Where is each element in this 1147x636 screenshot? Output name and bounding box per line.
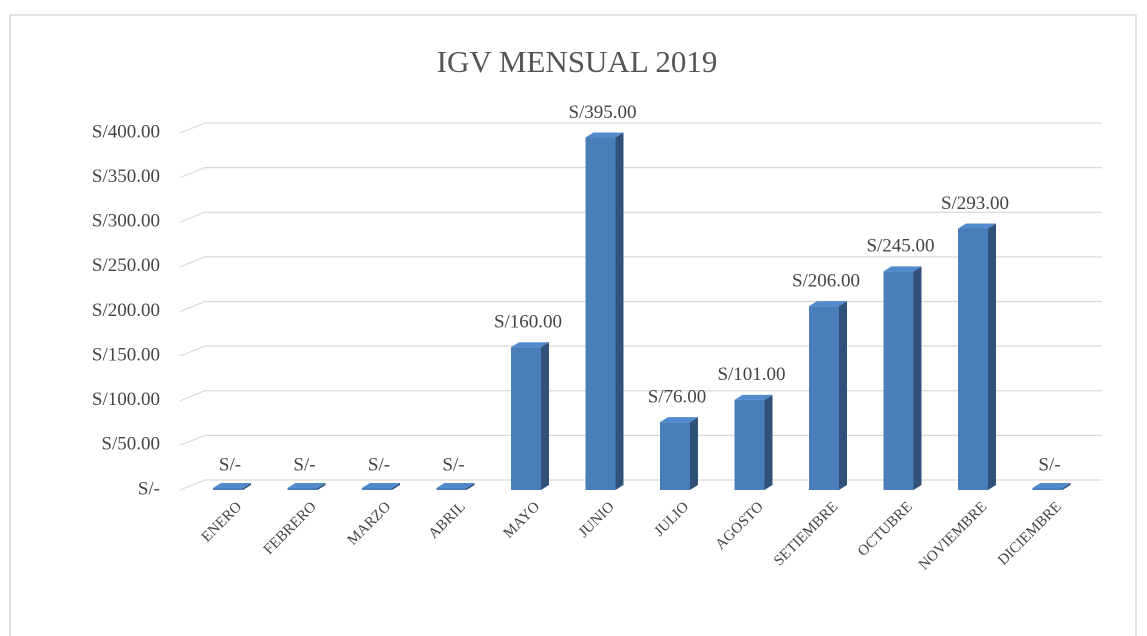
value-label: S/245.00 [866, 236, 934, 257]
y-tick-label: S/350.00 [92, 166, 160, 187]
value-label: S/- [219, 454, 241, 475]
value-label: S/- [1038, 454, 1060, 475]
y-tick-label: S/400.00 [92, 121, 160, 142]
grid-line [179, 122, 1102, 134]
bar-side [615, 132, 624, 490]
y-tick-label: S/100.00 [92, 389, 160, 410]
value-label: S/293.00 [941, 193, 1009, 214]
bar [585, 137, 616, 490]
value-label: S/101.00 [717, 364, 785, 385]
bar-side [392, 483, 400, 490]
bar-top [213, 483, 251, 488]
bar-side [690, 417, 698, 490]
grid-line [179, 434, 1102, 446]
y-tick-label: S/200.00 [92, 300, 160, 321]
bar-top [809, 301, 847, 307]
value-label: S/206.00 [792, 271, 860, 292]
bar [362, 488, 392, 490]
grid-line [179, 345, 1102, 357]
bar-top [362, 483, 400, 488]
bar-side [988, 223, 996, 490]
bar [660, 422, 690, 490]
bar-top [883, 266, 922, 272]
bar-top [287, 483, 326, 488]
value-label: S/- [442, 454, 464, 475]
bar [958, 228, 988, 490]
bar-side [317, 483, 326, 490]
grid-line [179, 300, 1102, 313]
grid-line [179, 167, 1102, 179]
y-tick-label: S/- [138, 478, 160, 499]
value-label: S/- [368, 454, 390, 475]
bar [213, 488, 243, 490]
bar-top [958, 223, 996, 229]
value-label: S/- [293, 454, 315, 475]
bar [1032, 488, 1063, 490]
grid-line [179, 256, 1102, 268]
bar-side [913, 266, 922, 490]
bar-side [466, 483, 475, 490]
value-label: S/395.00 [568, 102, 636, 123]
bar [734, 399, 765, 490]
bar [511, 347, 541, 490]
bar [809, 306, 839, 490]
bar [287, 488, 318, 490]
bar-side [243, 483, 251, 490]
bar [436, 488, 467, 490]
bar-side [1062, 483, 1071, 490]
grid-line [179, 211, 1102, 223]
bar-side [764, 394, 773, 490]
y-tick-label: S/300.00 [92, 211, 160, 232]
grid-line [179, 390, 1102, 402]
bar-top [585, 132, 624, 138]
bar-side [541, 342, 549, 490]
grid-line [179, 479, 1102, 491]
y-tick-label: S/50.00 [101, 434, 160, 455]
y-tick-label: S/250.00 [92, 255, 160, 276]
chart-frame [9, 14, 1137, 636]
bar-top [660, 417, 698, 423]
bar-top [1032, 483, 1071, 488]
bar-side [839, 301, 847, 490]
bar-top [511, 342, 549, 348]
value-label: S/160.00 [494, 312, 562, 333]
y-tick-label: S/150.00 [92, 344, 160, 365]
chart-title: IGV MENSUAL 2019 [437, 44, 718, 79]
value-label: S/76.00 [648, 387, 707, 408]
bar-top [436, 483, 475, 488]
bar [883, 271, 914, 490]
bar-top [734, 394, 773, 400]
